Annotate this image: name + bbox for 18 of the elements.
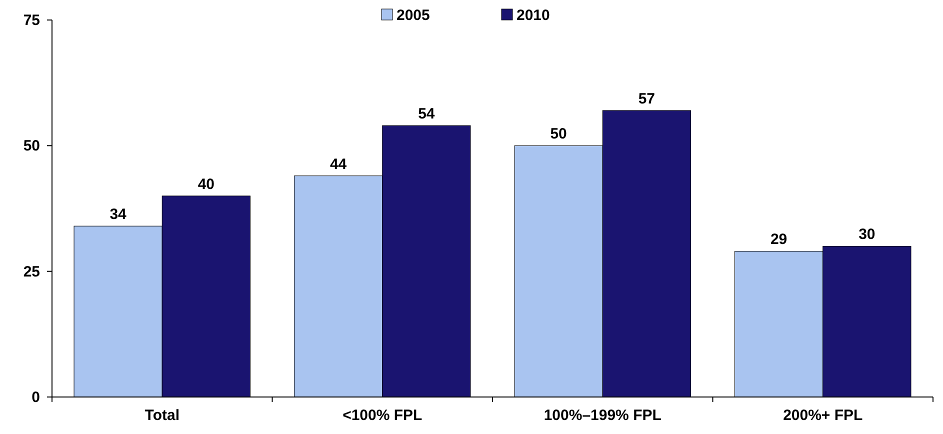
data-label: 50 [550,126,567,143]
x-tick-label: <100% FPL [342,407,422,424]
y-tick-label: 75 [23,12,40,29]
legend-label: 2010 [516,7,550,24]
y-tick-label: 0 [32,389,40,406]
data-label: 44 [330,156,348,173]
x-tick-label: 100%–199% FPL [544,407,662,424]
data-label: 54 [418,106,436,123]
x-tick-label: 200%+ FPL [783,407,863,424]
y-tick-label: 50 [23,138,40,155]
data-label: 40 [198,176,215,193]
legend-label: 2005 [396,7,430,24]
x-tick-label: Total [144,407,180,424]
data-label: 34 [110,206,128,224]
data-label: 30 [858,226,876,244]
data-label: 29 [770,231,788,248]
y-tick-label: 25 [23,263,40,280]
data-label: 57 [638,90,656,108]
